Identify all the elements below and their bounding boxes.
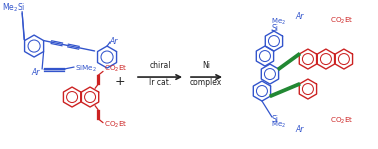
Text: Ar: Ar — [109, 37, 118, 46]
Text: CO$_2$Et: CO$_2$Et — [104, 64, 127, 74]
Text: Me$_2$: Me$_2$ — [271, 17, 287, 27]
Text: $+$: $+$ — [115, 74, 125, 88]
Text: Si: Si — [272, 115, 279, 124]
Text: CO$_2$Et: CO$_2$Et — [330, 16, 353, 26]
Text: Si: Si — [272, 24, 279, 33]
Text: Ar: Ar — [295, 125, 303, 134]
Text: complex: complex — [190, 78, 222, 87]
Text: Me$_2$: Me$_2$ — [271, 120, 287, 130]
Text: CO$_2$Et: CO$_2$Et — [330, 116, 353, 126]
Text: Ni: Ni — [202, 61, 210, 70]
Text: Ir cat.: Ir cat. — [149, 78, 171, 87]
Text: Ar: Ar — [32, 67, 40, 77]
Text: SiMe$_2$: SiMe$_2$ — [75, 64, 97, 74]
Text: Me$_2$Si: Me$_2$Si — [2, 2, 25, 14]
Text: CO$_2$Et: CO$_2$Et — [104, 120, 127, 130]
Text: chiral: chiral — [149, 61, 171, 70]
Text: Ar: Ar — [295, 12, 303, 21]
